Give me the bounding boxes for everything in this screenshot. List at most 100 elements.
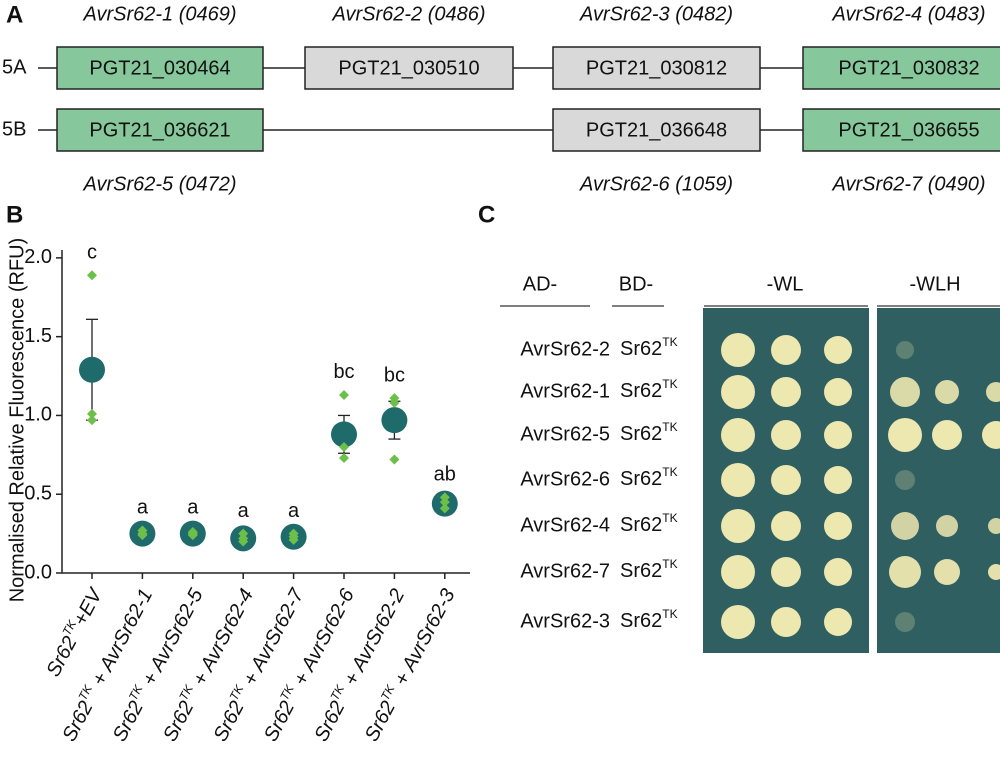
panel-letter: C [478, 201, 495, 228]
column-header: -WLH [909, 273, 960, 295]
gene-box [802, 108, 1000, 152]
mean-dot [331, 421, 357, 448]
bd-construct: Sr62TK [620, 420, 678, 445]
gene-box [56, 108, 264, 152]
text-part: TK [176, 682, 196, 703]
bd-construct: Sr62TK [620, 377, 678, 402]
gene-box [802, 46, 1000, 90]
y-tick-label: 0.5 [24, 483, 52, 505]
text-part: TK [662, 465, 677, 479]
text-part: Sr62 [620, 468, 662, 490]
bd-construct: Sr62TK [620, 465, 678, 490]
significance-letter: a [137, 497, 149, 519]
text-part: TK [662, 335, 677, 349]
x-tick-label: Sr62TK + AvrSr62-6 [257, 583, 359, 745]
y-axis-title: Normalised Relative Fluorescence (RFU) [6, 238, 28, 603]
yeast-spot [936, 515, 958, 537]
x-tick-label: Sr62TK + AvrSr62-3 [358, 584, 460, 745]
text-part: Sr62 [159, 698, 198, 746]
gene-name: AvrSr62-2 (0486) [331, 3, 485, 25]
gene-name: AvrSr62-1 (0469) [82, 3, 236, 25]
replicate-point [339, 389, 349, 400]
text-part: TK [662, 420, 677, 434]
yeast-spot [824, 466, 852, 494]
yeast-spot [988, 564, 1000, 580]
ad-construct: AvrSr62-7 [520, 560, 610, 582]
y-tick-label: 0.0 [24, 561, 52, 583]
significance-letter: a [187, 497, 199, 519]
yeast-spot [890, 377, 920, 407]
text-part: TK [76, 682, 96, 703]
gene-box [304, 46, 514, 90]
gene-id: PGT21_030832 [838, 57, 979, 79]
yeast-spot [889, 556, 921, 588]
significance-letter: ab [434, 464, 456, 486]
significance-letter: a [238, 500, 250, 522]
x-tick-label: Sr62TK + AvrSr62-1 [56, 584, 158, 745]
bd-construct: Sr62TK [620, 335, 678, 360]
ad-construct: AvrSr62-5 [520, 423, 610, 445]
yeast-spot [824, 558, 852, 586]
mean-dot [79, 356, 105, 383]
bd-construct: Sr62TK [620, 511, 678, 536]
y-tick-label: 1.0 [24, 404, 52, 426]
text-part: Sr62 [59, 698, 98, 746]
significance-letter: bc [384, 364, 405, 386]
text-part: TK [328, 682, 348, 703]
gene-box [56, 46, 264, 90]
text-part: Sr62 [109, 698, 148, 746]
text-part: +EV [70, 584, 108, 630]
yeast-spot [721, 375, 755, 409]
gene-id: PGT21_036655 [838, 119, 979, 141]
bd-construct: Sr62TK [620, 607, 678, 632]
yeast-spot [895, 612, 915, 632]
yeast-spot [721, 555, 755, 589]
replicate-point [339, 452, 349, 463]
yeast-spot [888, 418, 922, 452]
yeast-spot [721, 509, 755, 543]
significance-letter: bc [333, 361, 354, 383]
yeast-spot [824, 608, 852, 636]
x-tick-label: Sr62TK + AvrSr62-7 [207, 583, 309, 745]
yeast-spot [771, 420, 801, 450]
text-part: Sr62 [260, 698, 299, 746]
significance-letter: a [288, 500, 300, 522]
ad-construct: AvrSr62-6 [520, 468, 610, 490]
yeast-spot [771, 557, 801, 587]
text-part: Sr62 [620, 610, 662, 632]
gene-name: AvrSr62-3 (0482) [579, 3, 733, 25]
bd-construct: Sr62TK [620, 557, 678, 582]
text-part: Sr62 [620, 514, 662, 536]
column-header: -WL [767, 273, 804, 295]
yeast-spot [771, 335, 801, 365]
text-part: Sr62 [620, 560, 662, 582]
ad-construct: AvrSr62-1 [520, 380, 610, 402]
x-tick-label: Sr62TK + AvrSr62-4 [157, 584, 259, 745]
text-part: Sr62 [620, 423, 662, 445]
replicate-point [389, 397, 400, 408]
yeast-spot [935, 380, 959, 404]
yeast-spot [721, 605, 755, 639]
text-part: TK [662, 377, 677, 391]
text-part: TK [60, 617, 80, 638]
y-tick-label: 1.5 [24, 325, 52, 347]
yeast-spot [891, 512, 919, 540]
replicate-point [389, 454, 400, 465]
text-part: Sr62 [43, 633, 82, 681]
ad-construct: AvrSr62-3 [520, 610, 610, 632]
text-part: Sr62 [620, 380, 662, 402]
text-part: TK [662, 607, 677, 621]
panel-letter: A [6, 1, 23, 28]
chromosome-label: 5A [2, 56, 27, 78]
yeast-spot [771, 607, 801, 637]
yeast-spot [895, 470, 915, 490]
yeast-spot [986, 382, 1000, 402]
gene-id: PGT21_030812 [586, 57, 727, 79]
gene-name: AvrSr62-5 (0472) [82, 173, 236, 195]
yeast-spot [771, 511, 801, 541]
yeast-spot [824, 378, 852, 406]
gene-name: AvrSr62-4 (0483) [831, 3, 985, 25]
yeast-spot [988, 518, 1000, 534]
ad-construct: AvrSr62-4 [520, 514, 610, 536]
yeast-spot [932, 420, 962, 450]
